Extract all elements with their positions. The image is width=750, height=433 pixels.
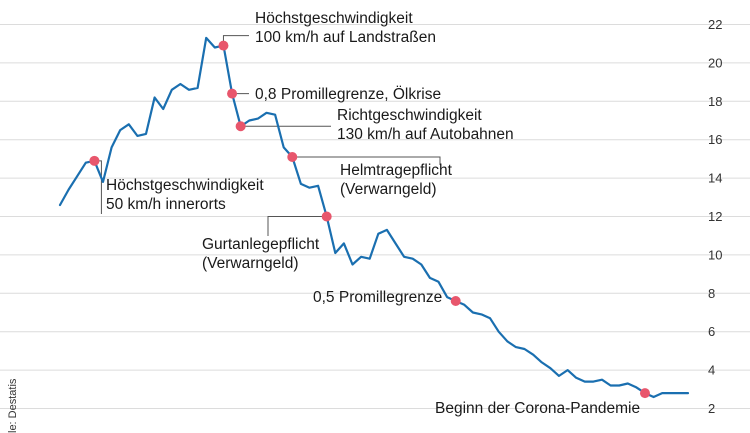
gridlines bbox=[0, 24, 750, 409]
annotation-label: Beginn der Corona-Pandemie bbox=[435, 400, 640, 417]
series-lines bbox=[58, 36, 690, 399]
event-marker bbox=[89, 155, 100, 166]
annotation-label: Richtgeschwindigkeit bbox=[337, 107, 482, 124]
y-tick-label: 16 bbox=[708, 132, 722, 147]
event-marker bbox=[450, 295, 461, 306]
annotation-leader bbox=[267, 216, 327, 236]
y-tick-label: 12 bbox=[708, 209, 722, 224]
y-tick-label: 22 bbox=[708, 17, 722, 32]
annotation-label: Gurtanlegepflicht bbox=[202, 236, 320, 253]
y-tick-label: 20 bbox=[708, 55, 722, 70]
annotation-label: Höchstgeschwindigkeit bbox=[106, 177, 264, 194]
event-marker bbox=[218, 40, 229, 51]
annotation-leader bbox=[292, 156, 441, 165]
event-marker bbox=[321, 211, 332, 222]
annotation-labels: Höchstgeschwindigkeit 50 km/h innerorts Hö… bbox=[106, 10, 640, 417]
annotation-label: 50 km/h innerorts bbox=[106, 196, 226, 213]
annotation-label: 130 km/h auf Autobahnen bbox=[337, 126, 514, 143]
y-axis-tick-labels: 2 4 6 8 10 12 14 16 18 20 22 bbox=[708, 17, 722, 416]
y-tick-label: 18 bbox=[708, 94, 722, 109]
y-tick-label: 4 bbox=[708, 363, 715, 378]
event-marker bbox=[227, 88, 238, 99]
event-marker bbox=[639, 388, 650, 399]
y-tick-label: 8 bbox=[708, 286, 715, 301]
event-marker bbox=[287, 151, 298, 162]
event-marker bbox=[235, 121, 246, 132]
annotation-label: Helmtragepflicht bbox=[340, 162, 453, 179]
line-chart: 2 4 6 8 10 12 14 16 18 20 22 Höchstgeschwindigkeit… bbox=[0, 10, 750, 417]
annotation-label: 100 km/h auf Landstraßen bbox=[255, 29, 436, 46]
annotation-label: 0,5 Promillegrenze bbox=[313, 289, 442, 306]
series-line bbox=[58, 36, 690, 399]
source-label: le: Destatis bbox=[7, 378, 19, 433]
annotation-label: (Verwarngeld) bbox=[202, 255, 299, 272]
y-tick-label: 10 bbox=[708, 247, 722, 262]
annotation-label: 0,8 Promillegrenze, Ölkrise bbox=[255, 85, 441, 103]
annotation-label: (Verwarngeld) bbox=[340, 181, 437, 198]
y-tick-label: 6 bbox=[708, 324, 715, 339]
y-tick-label: 2 bbox=[708, 401, 715, 416]
event-markers bbox=[89, 40, 650, 399]
annotation-label: Höchstgeschwindigkeit bbox=[255, 10, 413, 27]
y-tick-label: 14 bbox=[708, 171, 722, 186]
